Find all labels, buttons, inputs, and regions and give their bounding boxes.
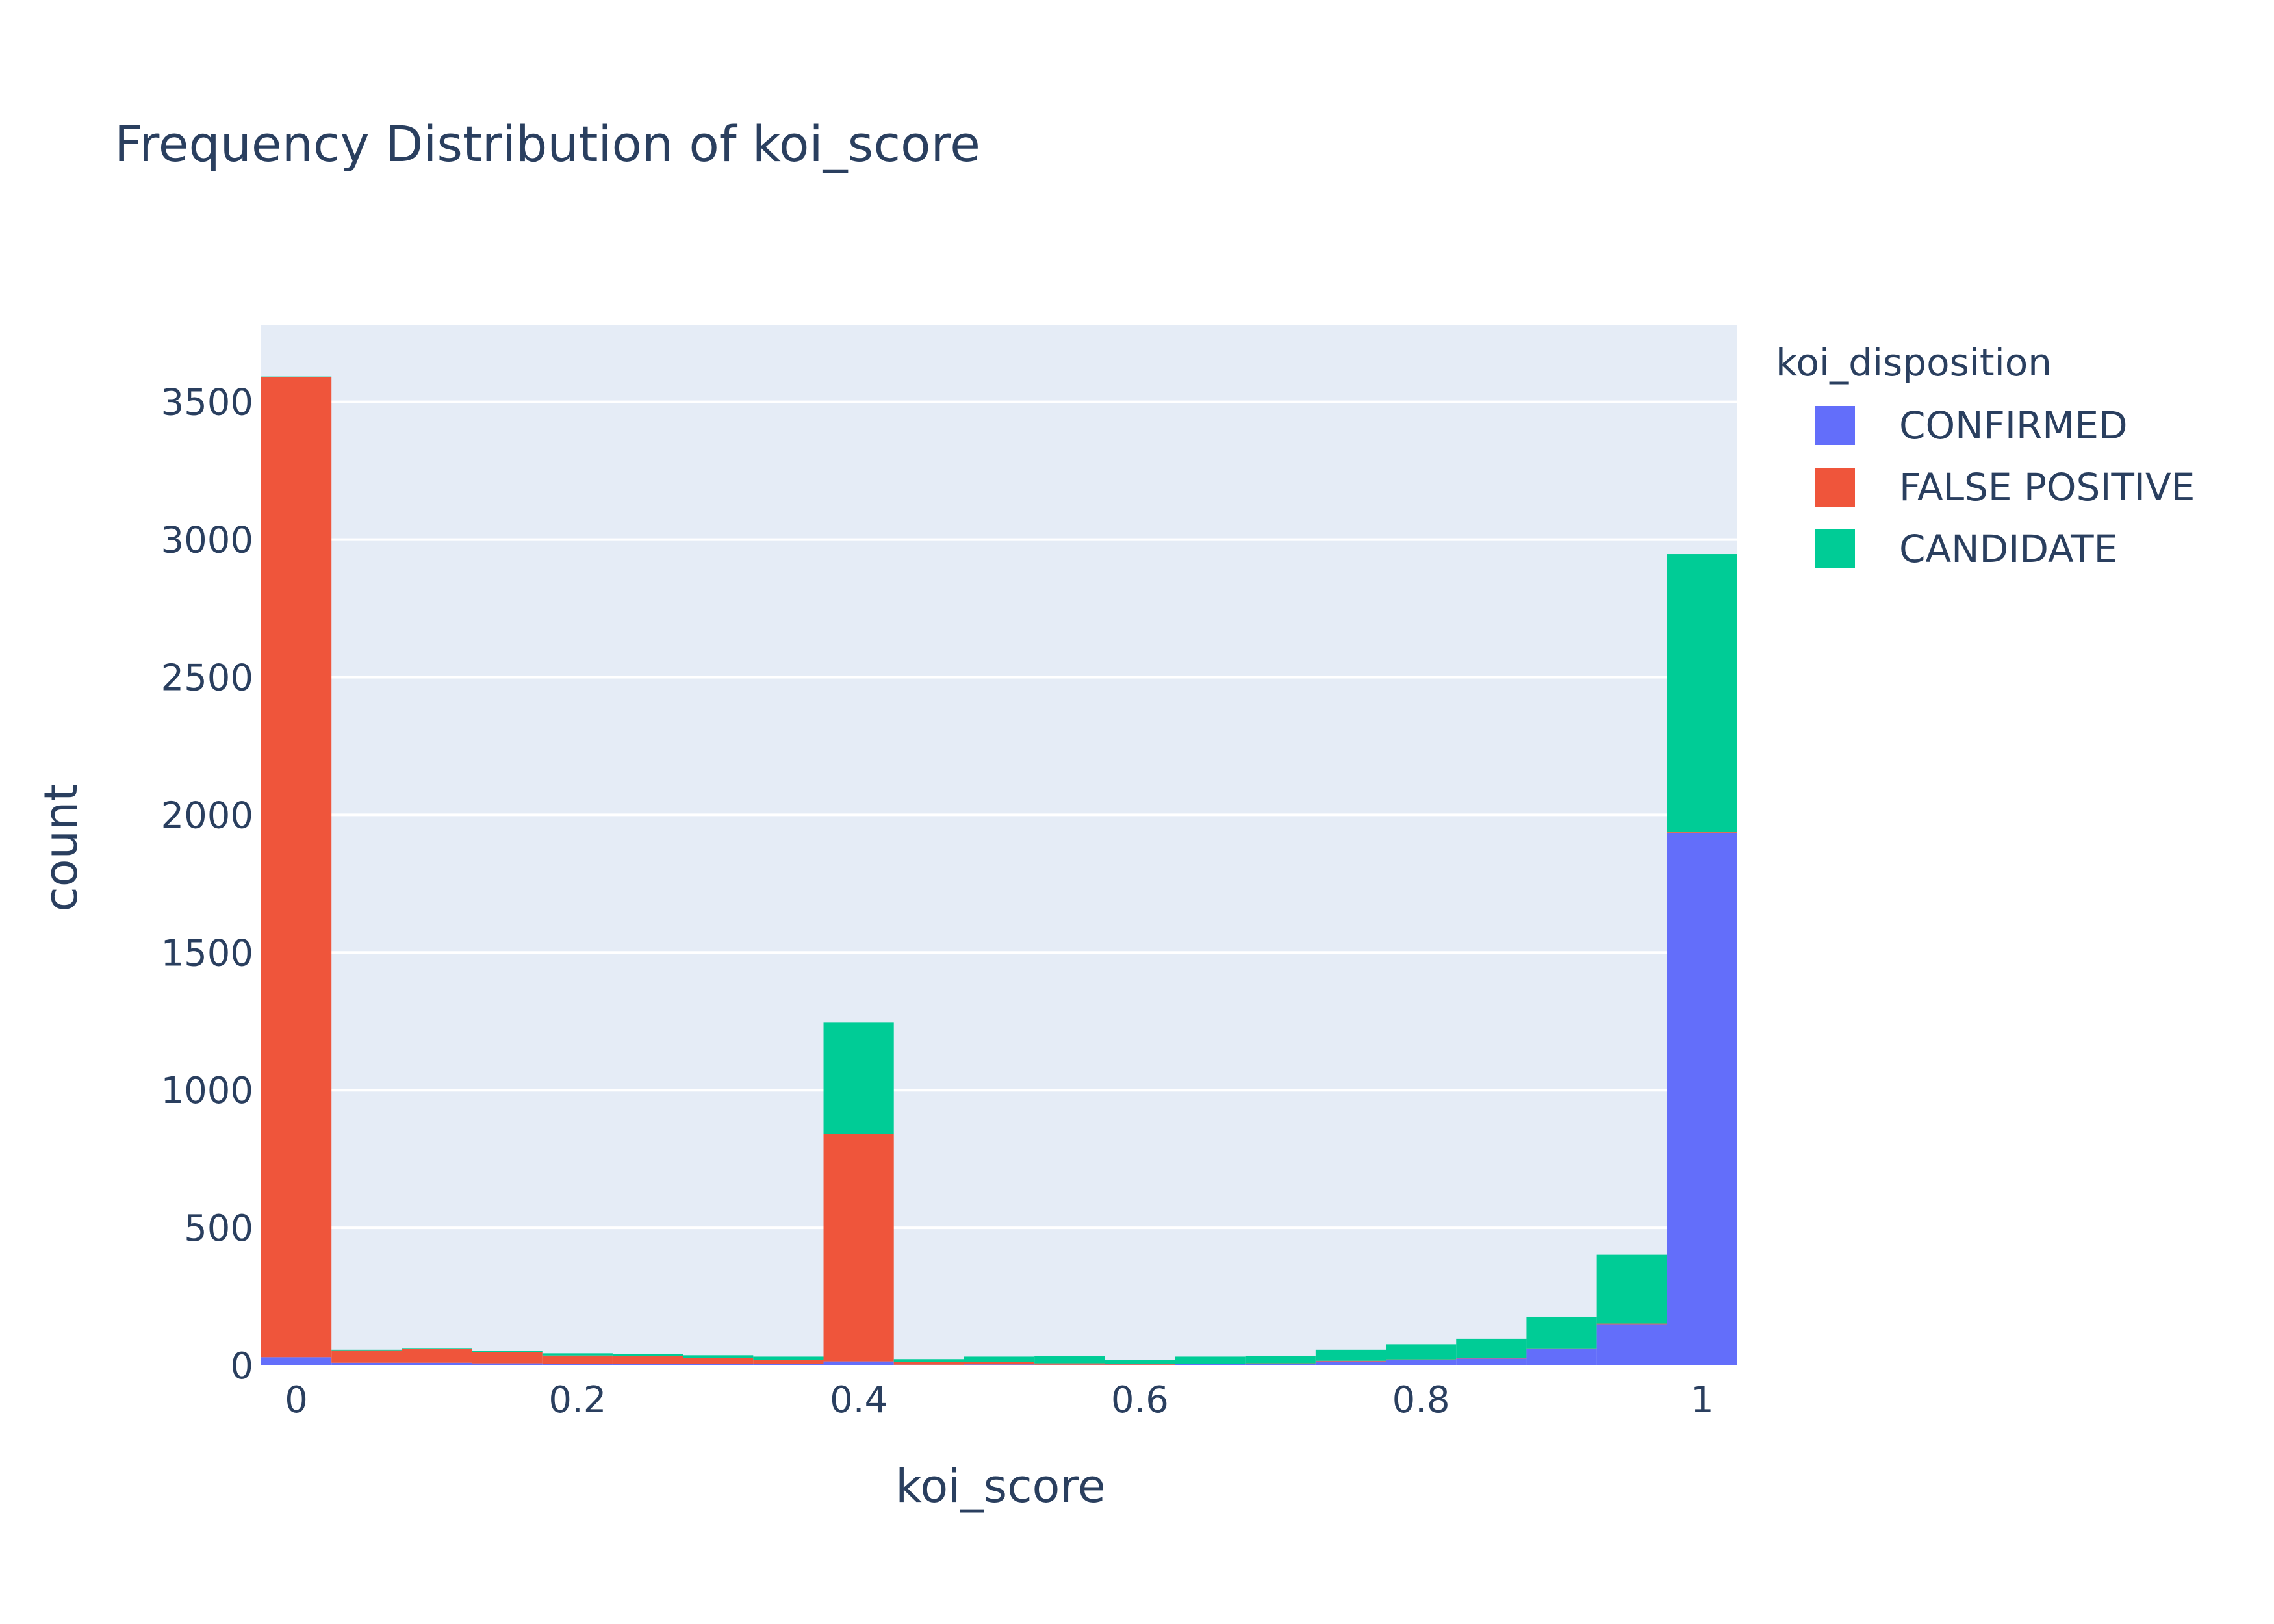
x-tick-label: 0 bbox=[285, 1379, 308, 1421]
bar-confirmed bbox=[331, 1362, 402, 1365]
bar-false-positive bbox=[331, 1350, 402, 1363]
bar-confirmed bbox=[753, 1364, 824, 1365]
bar-candidate bbox=[542, 1353, 613, 1356]
bar-candidate bbox=[964, 1356, 1035, 1362]
bar-false-positive bbox=[1034, 1363, 1105, 1365]
y-tick-label: 2000 bbox=[160, 794, 253, 837]
legend-label: CONFIRMED bbox=[1899, 403, 2128, 448]
bar-confirmed bbox=[472, 1363, 543, 1365]
bar-candidate bbox=[1105, 1360, 1175, 1364]
x-tick-label: 0.8 bbox=[1392, 1379, 1450, 1421]
chart-title: Frequency Distribution of koi_score bbox=[114, 115, 980, 173]
legend-item-candidate[interactable]: CANDIDATE bbox=[1815, 527, 2117, 571]
legend-swatch bbox=[1815, 468, 1855, 507]
bar-candidate bbox=[683, 1355, 754, 1358]
bar-candidate bbox=[1667, 554, 1737, 833]
bar-candidate bbox=[753, 1356, 824, 1360]
legend-label: CANDIDATE bbox=[1899, 527, 2117, 571]
bar-candidate bbox=[1526, 1316, 1597, 1349]
gridlines bbox=[261, 400, 1737, 1230]
legend-label: FALSE POSITIVE bbox=[1899, 465, 2195, 509]
bar-candidate bbox=[1175, 1356, 1246, 1364]
bar-false-positive bbox=[1105, 1364, 1175, 1365]
bar-candidate bbox=[1456, 1338, 1527, 1358]
bar-candidate bbox=[472, 1351, 543, 1352]
x-tick-label: 0.6 bbox=[1111, 1379, 1169, 1421]
bar-false-positive bbox=[753, 1360, 824, 1364]
bar-candidate bbox=[331, 1349, 402, 1351]
bar-false-positive bbox=[893, 1362, 964, 1365]
bar-false-positive bbox=[402, 1349, 472, 1363]
bar-false-positive bbox=[542, 1355, 613, 1364]
bar-candidate bbox=[1386, 1344, 1457, 1360]
y-tick-label: 500 bbox=[184, 1208, 253, 1250]
bar-confirmed bbox=[1526, 1349, 1597, 1365]
x-tick-label: 1 bbox=[1691, 1379, 1714, 1421]
y-tick-label: 1000 bbox=[160, 1070, 253, 1112]
bar-false-positive bbox=[683, 1358, 754, 1364]
bar-false-positive bbox=[261, 377, 332, 1358]
y-tick-label: 2500 bbox=[160, 657, 253, 699]
legend-item-confirmed[interactable]: CONFIRMED bbox=[1815, 403, 2128, 448]
x-tick-label: 0.4 bbox=[830, 1379, 888, 1421]
bars bbox=[261, 376, 1737, 1365]
bar-confirmed bbox=[1245, 1364, 1316, 1365]
x-tick-label: 0.2 bbox=[548, 1379, 606, 1421]
bar-false-positive bbox=[472, 1352, 543, 1364]
bar-confirmed bbox=[683, 1364, 754, 1365]
bar-confirmed bbox=[542, 1364, 613, 1365]
legend-title: koi_disposition bbox=[1776, 340, 2052, 385]
plot-area bbox=[261, 325, 1737, 1365]
bar-candidate bbox=[893, 1359, 964, 1362]
bar-confirmed bbox=[1315, 1361, 1386, 1365]
bar-false-positive bbox=[612, 1356, 683, 1364]
bar-candidate bbox=[1245, 1356, 1316, 1364]
y-tick-label: 1500 bbox=[160, 932, 253, 974]
bar-confirmed bbox=[964, 1364, 1035, 1365]
legend-swatch bbox=[1815, 529, 1855, 568]
x-axis-ticks: 0 0.2 0.4 0.6 0.8 1 bbox=[285, 1379, 1713, 1421]
x-axis-title: koi_score bbox=[895, 1460, 1105, 1513]
bar-confirmed bbox=[1456, 1358, 1527, 1365]
bar-confirmed bbox=[612, 1364, 683, 1365]
bar-confirmed bbox=[1386, 1360, 1457, 1365]
legend-item-false-positive[interactable]: FALSE POSITIVE bbox=[1815, 465, 2195, 509]
y-axis-ticks: 0 500 1000 1500 2000 2500 3000 3500 bbox=[160, 382, 253, 1388]
bar-candidate bbox=[1315, 1349, 1386, 1361]
bar-confirmed bbox=[823, 1361, 894, 1365]
bar-false-positive bbox=[1596, 1323, 1667, 1325]
y-axis-title: count bbox=[34, 783, 88, 912]
bar-false-positive bbox=[1456, 1358, 1527, 1359]
bar-confirmed bbox=[402, 1362, 472, 1365]
bar-false-positive bbox=[964, 1362, 1035, 1365]
bar-confirmed bbox=[261, 1357, 332, 1365]
bar-candidate bbox=[1596, 1254, 1667, 1324]
bar-confirmed bbox=[1596, 1324, 1667, 1365]
bar-false-positive bbox=[1315, 1360, 1386, 1362]
legend: koi_disposition CONFIRMED FALSE POSITIVE C… bbox=[1776, 340, 2195, 571]
y-tick-label: 0 bbox=[230, 1345, 253, 1388]
bar-false-positive bbox=[1667, 832, 1737, 833]
legend-swatch bbox=[1815, 406, 1855, 445]
bar-false-positive bbox=[823, 1134, 894, 1362]
bar-confirmed bbox=[1175, 1364, 1246, 1365]
bar-candidate bbox=[402, 1348, 472, 1349]
bar-candidate bbox=[823, 1022, 894, 1134]
bar-candidate bbox=[612, 1354, 683, 1356]
bar-confirmed bbox=[1667, 832, 1737, 1365]
y-tick-label: 3500 bbox=[160, 382, 253, 424]
bar-candidate bbox=[1034, 1356, 1105, 1364]
y-tick-label: 3000 bbox=[160, 520, 253, 562]
